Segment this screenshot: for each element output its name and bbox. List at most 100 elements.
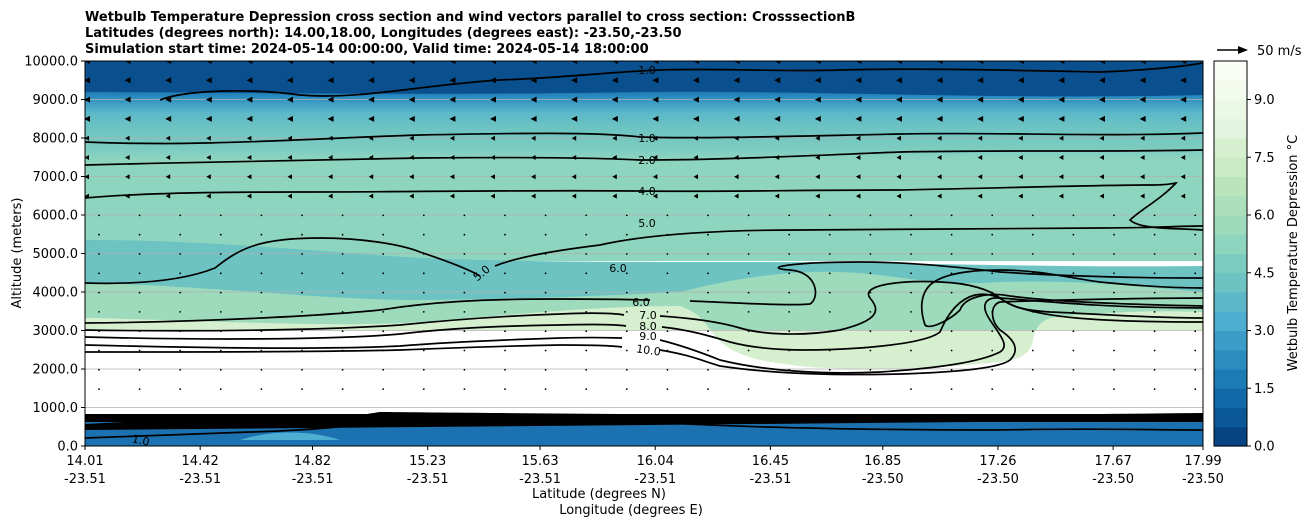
wind-vector (463, 233, 466, 236)
contour-labels: 1.0 1.0 2.0 4.0 5.0 5.0 6.0 6.0 7.0 8.0 … (131, 64, 662, 446)
y-tick-label: 2000.0 (33, 363, 79, 378)
wind-vector (991, 253, 994, 255)
wind-vector (125, 193, 130, 199)
wind-vector (422, 368, 425, 371)
wind-vector (625, 214, 628, 217)
colorbar-tick-label: 4.5 (1254, 266, 1275, 281)
wind-vector (504, 388, 506, 390)
wind-vector (1113, 253, 1115, 255)
wind-vector (1072, 388, 1075, 390)
wind-vector (585, 253, 588, 255)
wind-vector (693, 174, 698, 180)
wind-vector (652, 77, 659, 84)
wind-vector (666, 388, 669, 390)
wind-vector (219, 311, 222, 313)
wind-vector (165, 61, 172, 64)
wind-vector (910, 214, 912, 217)
wind-vector (652, 61, 659, 64)
wind-vector (950, 349, 953, 352)
wind-vector (301, 388, 303, 390)
colorbar-label: Wetbulb Temperature Depression °C (1286, 135, 1301, 372)
wind-vector (98, 311, 100, 313)
wind-vector (327, 77, 334, 84)
wind-vector (368, 135, 374, 141)
wind-vector (246, 115, 253, 122)
wind-vector (937, 174, 942, 180)
x-tick-label-lat: 16.45 (752, 454, 789, 469)
contour-line-9 (85, 297, 1203, 374)
wind-vector (977, 77, 984, 84)
wind-vector (937, 155, 942, 160)
wind-vector (219, 291, 222, 294)
wind-vector (814, 115, 821, 122)
wind-vector (774, 115, 781, 122)
wind-vector (869, 368, 872, 371)
y-tick-label: 4000.0 (33, 286, 79, 301)
wind-vector (125, 135, 130, 141)
wind-vector (422, 253, 425, 255)
x-tick-label-lon: -23.50 (1182, 472, 1224, 487)
x-tick-label-lat: 16.04 (637, 454, 674, 469)
colorbar-segment (1214, 426, 1247, 447)
wind-vector (693, 115, 699, 122)
x-tick-label-lon: -23.51 (519, 472, 561, 487)
wind-vector (707, 233, 709, 236)
wind-vector (693, 135, 698, 141)
wind-vector (301, 233, 303, 236)
wind-vector (246, 61, 253, 64)
wind-vector (734, 155, 739, 160)
wind-vector (1113, 233, 1115, 236)
wind-vector (205, 115, 212, 122)
wind-vector (260, 388, 263, 390)
wind-vector (855, 135, 861, 141)
x-tick-label-lon: -23.51 (292, 472, 334, 487)
wind-vector (788, 233, 791, 236)
contour-label: 5.0 (638, 217, 656, 230)
wind-vector (611, 77, 618, 84)
wind-vector (1072, 253, 1075, 255)
wind-vector (666, 349, 669, 352)
wind-vector (138, 214, 141, 217)
contour-label: 9.0 (639, 330, 657, 343)
wind-vector (1099, 61, 1105, 64)
contour-band-boundary-thick (85, 412, 1203, 430)
wind-vector (544, 330, 547, 333)
wind-vector (98, 349, 100, 352)
wind-vector (869, 233, 872, 236)
wind-vector (1194, 291, 1197, 294)
wind-vector (814, 77, 821, 84)
wind-vector (1194, 349, 1197, 352)
wind-vector (260, 272, 263, 275)
wind-vector (1058, 77, 1065, 84)
wind-vector (910, 272, 912, 275)
y-tick-label: 0.0 (57, 440, 78, 455)
wind-vector (260, 368, 263, 371)
wind-vector (368, 61, 375, 64)
wind-vector (544, 214, 547, 217)
wind-vector (124, 96, 131, 103)
wind-vector (611, 115, 618, 122)
wind-vector (463, 311, 466, 313)
wind-vector (490, 61, 496, 64)
wind-vector (165, 155, 171, 160)
wind-vector (165, 193, 171, 199)
wind-vector (246, 96, 253, 103)
wind-vector (205, 77, 212, 84)
wind-vector (571, 155, 577, 160)
wind-vector (219, 214, 222, 217)
wind-vector (1072, 272, 1075, 275)
wind-vector (179, 330, 182, 333)
wind-vector (733, 96, 740, 103)
wind-vector (747, 272, 750, 275)
contour-label: 1.0 (638, 64, 656, 77)
wind-vector (1058, 174, 1064, 180)
wind-vector (666, 291, 669, 294)
y-tick-label: 6000.0 (33, 209, 79, 224)
colorbar-segment (1214, 349, 1247, 370)
wind-vector (1072, 330, 1075, 333)
wind-vector (733, 61, 740, 64)
wind-vector (666, 253, 669, 255)
wind-vector (1031, 388, 1034, 390)
wind-vector (206, 174, 211, 180)
wind-vector (612, 135, 617, 141)
